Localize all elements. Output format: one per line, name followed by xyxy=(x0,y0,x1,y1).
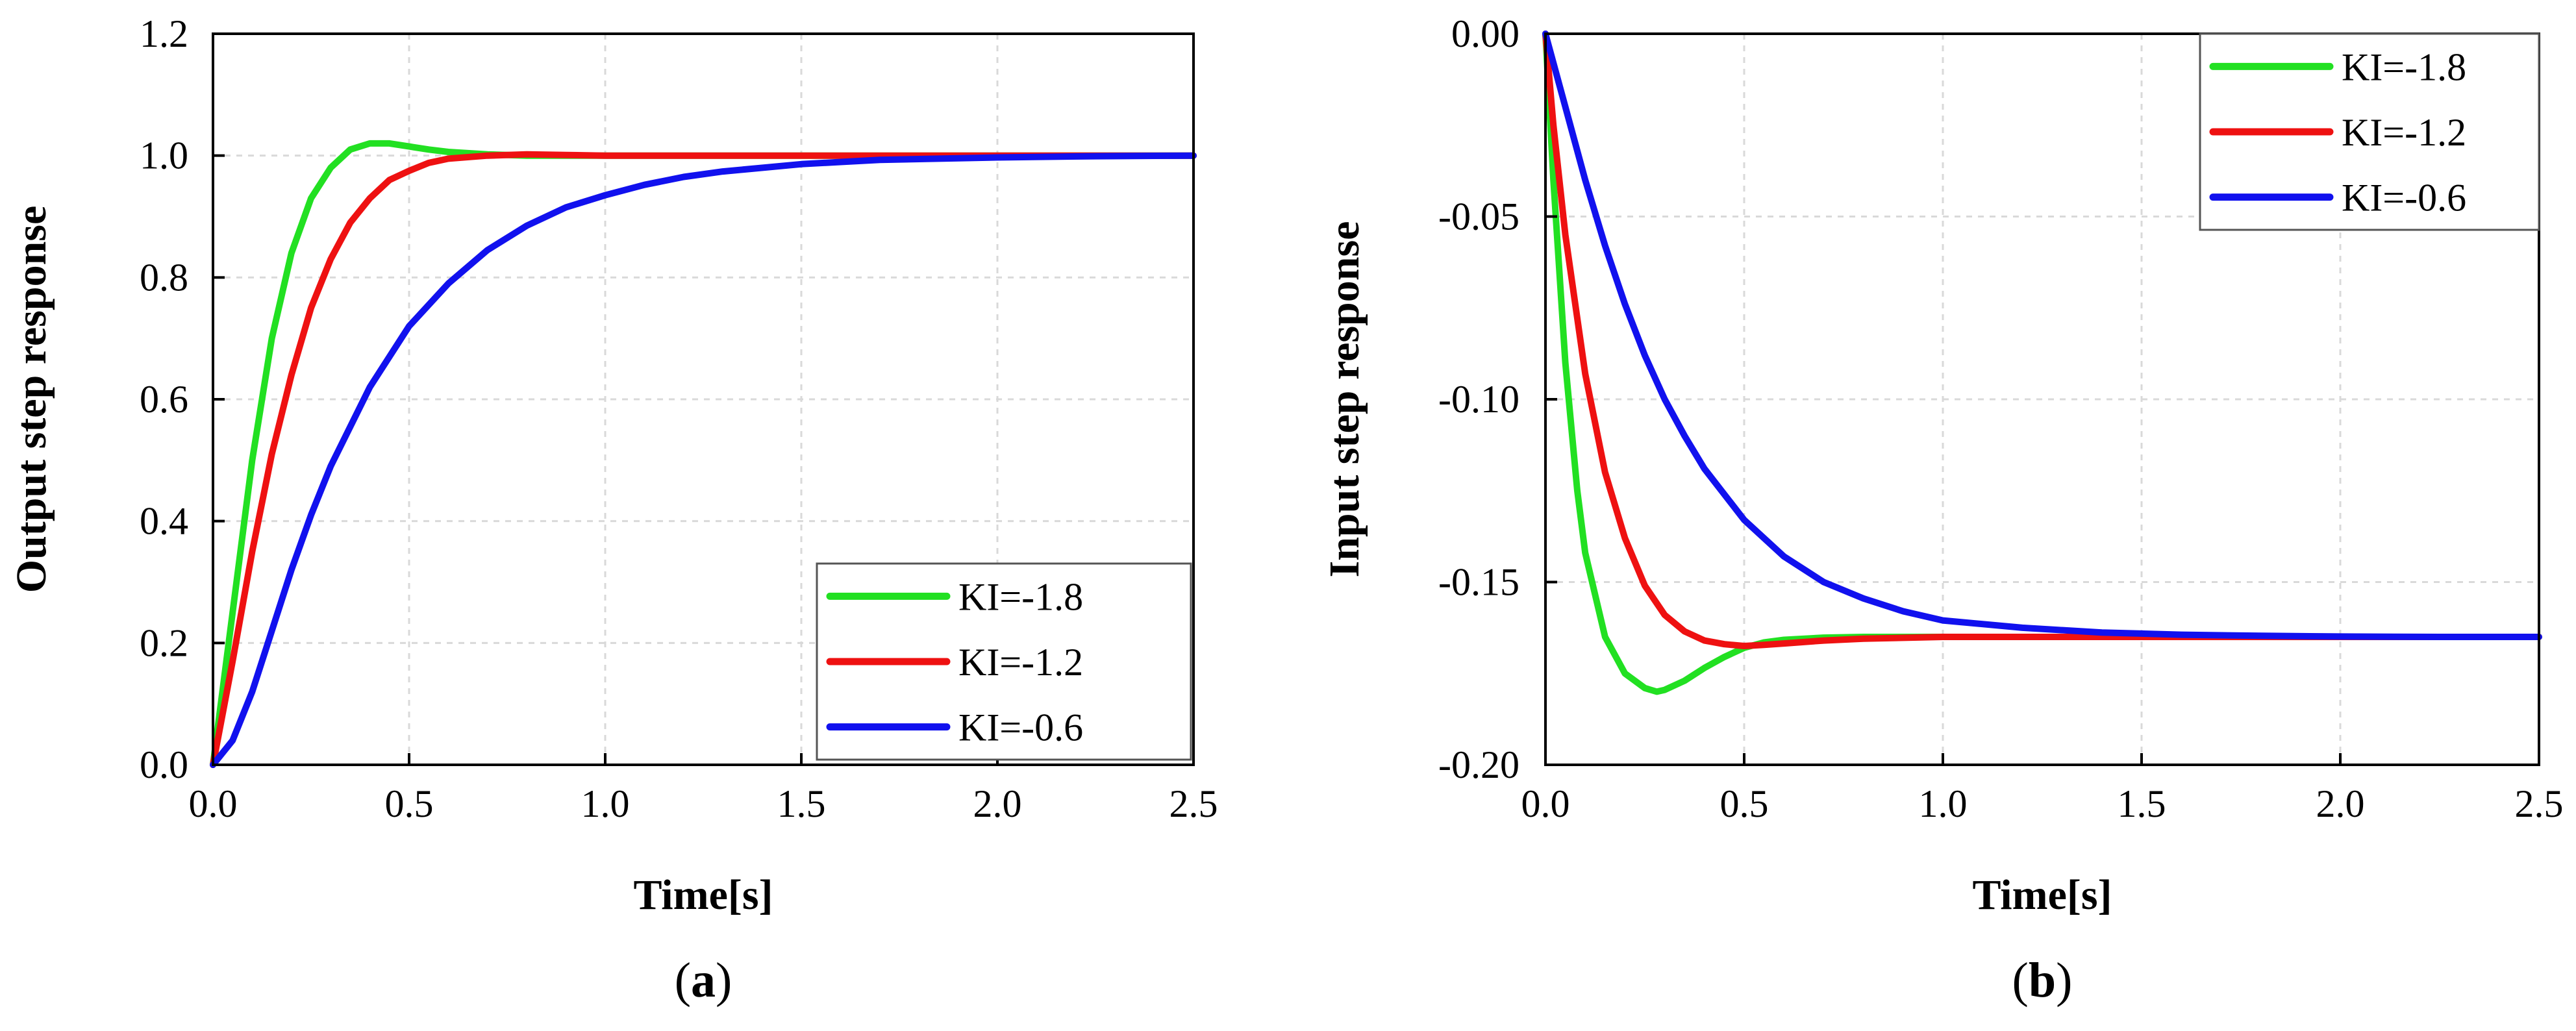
x-tick-label: 0.5 xyxy=(1720,782,1769,825)
x-tick-label: 2.5 xyxy=(1169,782,1218,825)
legend-label: KI=-0.6 xyxy=(2342,177,2466,219)
legend-label: KI=-1.2 xyxy=(958,641,1083,684)
y-tick-label: 0.0 xyxy=(140,743,188,786)
y-tick-label: -0.10 xyxy=(1438,378,1519,421)
x-tick-label: 2.5 xyxy=(2515,782,2564,825)
series-line-ki0-6 xyxy=(210,152,1197,768)
x-tick-label: 1.0 xyxy=(1919,782,1968,825)
legend-label: KI=-0.6 xyxy=(958,706,1083,749)
x-tick-label: 1.0 xyxy=(581,782,630,825)
x-tick-label: 2.0 xyxy=(2316,782,2365,825)
legend-label: KI=-1.8 xyxy=(2342,45,2466,88)
x-tick-label: 0.0 xyxy=(189,782,238,825)
y-tick-label: -0.05 xyxy=(1438,195,1519,238)
x-tick-label: 1.5 xyxy=(777,782,826,825)
series-line-ki1-2 xyxy=(210,151,1197,768)
panel-label: (a) xyxy=(675,953,732,1008)
y-tick-label: 0.00 xyxy=(1451,12,1519,55)
x-tick-label: 0.0 xyxy=(1521,782,1570,825)
y-tick-label: -0.20 xyxy=(1438,743,1519,786)
x-tick-label: 1.5 xyxy=(2118,782,2166,825)
x-axis-title: Time[s] xyxy=(633,871,773,919)
series-line-ki1-2 xyxy=(1542,31,2542,649)
y-tick-label: -0.15 xyxy=(1438,561,1519,604)
chart-panel-b: 0.0 0.5 1.0 1.5 2.0 2.5 0.00 -0.05 -0.10 -0.15 -0.… xyxy=(1321,12,2564,1008)
legend-label: KI=-1.8 xyxy=(958,575,1083,618)
x-axis-title: Time[s] xyxy=(1972,871,2112,919)
y-tick-label: 1.2 xyxy=(140,12,188,55)
y-tick-label: 0.2 xyxy=(140,621,188,664)
x-tick-label: 0.5 xyxy=(385,782,434,825)
panel-label: (b) xyxy=(2012,953,2073,1008)
y-tick-label: 1.0 xyxy=(140,134,188,177)
y-tick-label: 0.8 xyxy=(140,256,188,299)
legend: KI=-1.8 KI=-1.2 KI=-0.6 xyxy=(2199,32,2540,231)
chart-panel-a: 0.0 0.5 1.0 1.5 2.0 2.5 0.0 0.2 0.4 0.6 0.8 1.0 1.2 T… xyxy=(8,12,1218,1008)
y-axis-title: Output step response xyxy=(8,206,55,593)
x-tick-label: 2.0 xyxy=(973,782,1022,825)
legend-label: KI=-1.2 xyxy=(2342,111,2466,154)
y-tick-label: 0.4 xyxy=(140,500,188,543)
y-axis-title: Input step response xyxy=(1321,221,1368,578)
y-tick-label: 0.6 xyxy=(140,378,188,421)
series-line-ki0-6 xyxy=(1542,31,2542,640)
legend: KI=-1.8 KI=-1.2 KI=-0.6 xyxy=(816,562,1192,761)
